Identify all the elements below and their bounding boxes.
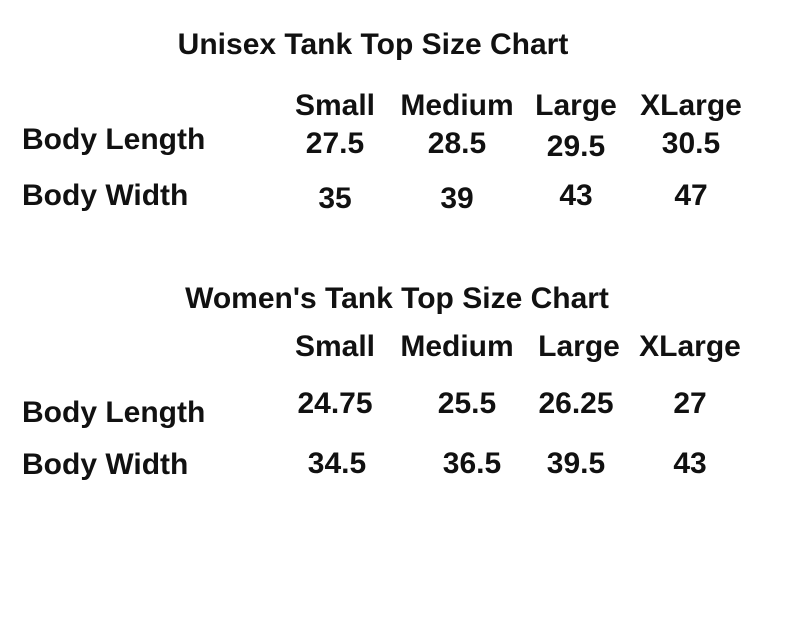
row-label: Body Width xyxy=(22,179,189,212)
cell-value: 29.5 xyxy=(546,130,606,163)
row-label: Body Width xyxy=(22,448,189,481)
row-label: Body Length xyxy=(22,396,206,429)
cell-value: 24.75 xyxy=(297,387,373,420)
cell-value: 39 xyxy=(440,182,474,215)
cell-value: 47 xyxy=(674,179,708,212)
cell-value: 43 xyxy=(559,179,593,212)
cell-value: 28.5 xyxy=(427,127,487,160)
row-label: Body Length xyxy=(22,123,206,156)
cell-value: 39.5 xyxy=(546,447,606,480)
column-header: Medium xyxy=(400,330,514,363)
table-title: Unisex Tank Top Size Chart xyxy=(177,28,569,61)
column-header: Large xyxy=(538,330,620,363)
column-header: Small xyxy=(294,330,376,363)
cell-value: 26.25 xyxy=(538,387,614,420)
cell-value: 27 xyxy=(673,387,707,420)
cell-value: 30.5 xyxy=(661,127,721,160)
table-title: Women's Tank Top Size Chart xyxy=(185,282,609,315)
cell-value: 36.5 xyxy=(442,447,502,480)
cell-value: 43 xyxy=(673,447,707,480)
column-header: XLarge xyxy=(640,89,742,122)
cell-value: 34.5 xyxy=(307,447,367,480)
column-header: Large xyxy=(535,89,617,122)
column-header: XLarge xyxy=(639,330,741,363)
column-header: Medium xyxy=(400,89,514,122)
column-header: Small xyxy=(294,89,376,122)
cell-value: 27.5 xyxy=(305,127,365,160)
cell-value: 35 xyxy=(318,182,352,215)
cell-value: 25.5 xyxy=(437,387,497,420)
